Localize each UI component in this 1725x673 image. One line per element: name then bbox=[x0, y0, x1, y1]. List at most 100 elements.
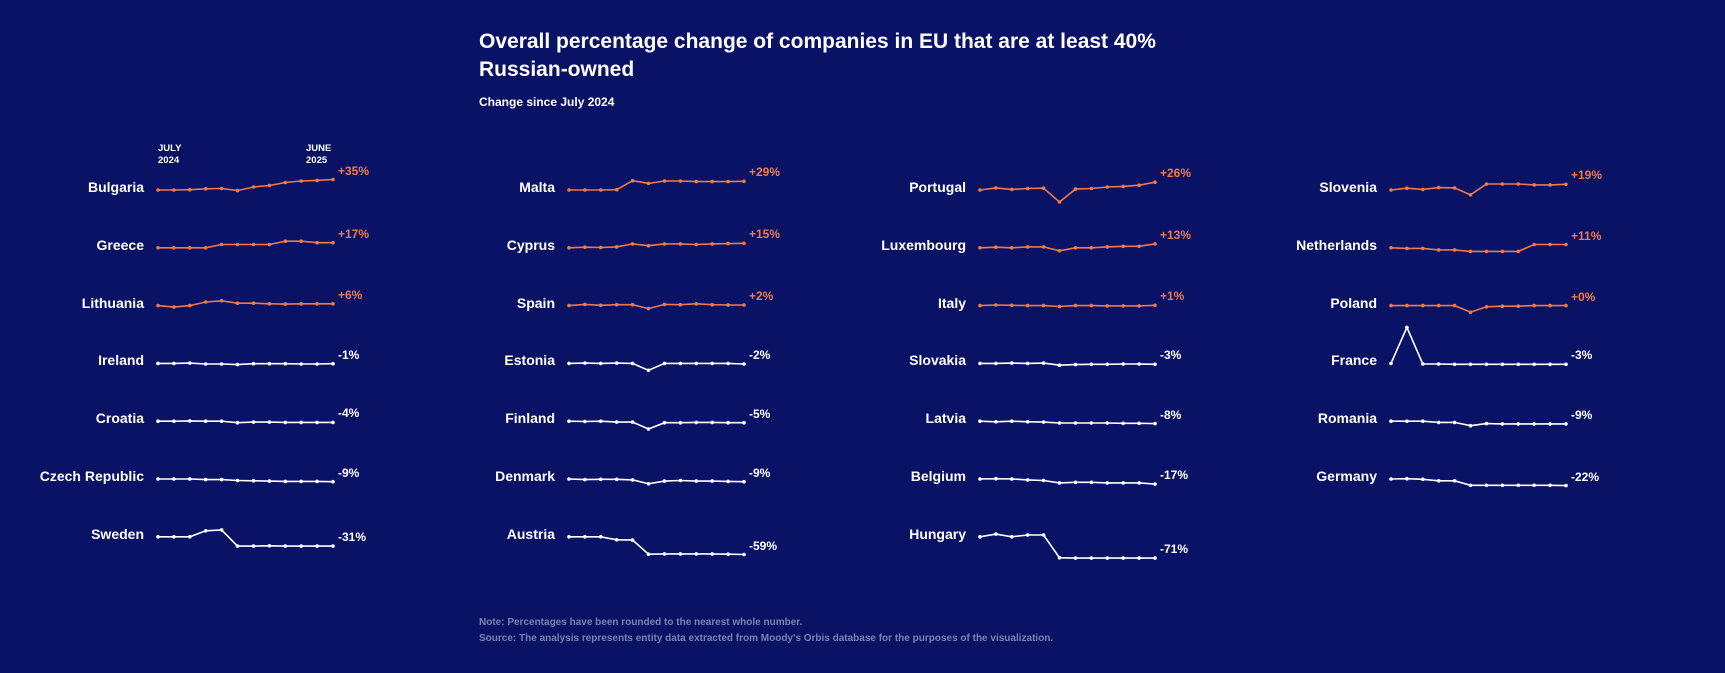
series-line bbox=[568, 302, 744, 310]
data-point bbox=[1468, 423, 1473, 428]
data-point bbox=[1137, 481, 1141, 485]
data-point bbox=[1532, 422, 1536, 426]
sparkline-cyprus bbox=[567, 241, 746, 250]
data-point bbox=[599, 188, 603, 192]
country-label: Malta bbox=[519, 179, 555, 195]
data-point bbox=[1532, 242, 1536, 247]
data-point bbox=[203, 477, 208, 482]
data-point bbox=[646, 482, 651, 486]
data-point bbox=[978, 246, 982, 250]
data-point bbox=[710, 420, 714, 425]
change-label: +19% bbox=[1571, 168, 1603, 183]
change-label: -59% bbox=[749, 538, 778, 553]
data-point bbox=[662, 302, 667, 307]
data-point bbox=[1548, 183, 1552, 187]
data-point bbox=[614, 538, 619, 542]
data-point bbox=[188, 419, 192, 423]
data-point bbox=[583, 535, 587, 539]
series-line bbox=[980, 362, 1156, 367]
country-label: Luxembourg bbox=[881, 236, 966, 253]
data-point bbox=[1137, 304, 1141, 308]
data-point bbox=[1484, 249, 1489, 254]
data-point bbox=[1041, 478, 1046, 483]
data-point bbox=[235, 242, 240, 247]
data-point bbox=[994, 186, 998, 190]
x-axis-start-label: JULY 2024 bbox=[158, 143, 182, 166]
data-point bbox=[994, 476, 998, 481]
change-label: -71% bbox=[1160, 542, 1189, 557]
data-point bbox=[1041, 245, 1046, 249]
data-point bbox=[1548, 362, 1552, 367]
data-point bbox=[203, 419, 208, 424]
data-point bbox=[188, 303, 192, 308]
change-label: -9% bbox=[1571, 407, 1593, 422]
data-point bbox=[726, 420, 730, 425]
data-point bbox=[172, 305, 176, 309]
data-point bbox=[203, 362, 208, 366]
data-point bbox=[1516, 249, 1521, 254]
change-label: -5% bbox=[749, 406, 771, 421]
data-point bbox=[646, 552, 651, 556]
data-point bbox=[978, 188, 982, 192]
chart-title: Overall percentage change of companies i… bbox=[479, 30, 1156, 81]
country-label: Croatia bbox=[95, 410, 144, 427]
data-point bbox=[994, 532, 998, 536]
data-point bbox=[1500, 362, 1505, 367]
data-point bbox=[251, 361, 256, 366]
country-label: France bbox=[1331, 352, 1377, 369]
data-point bbox=[1041, 303, 1046, 308]
country-label: Greece bbox=[96, 236, 144, 253]
data-point bbox=[1500, 483, 1505, 488]
data-point bbox=[188, 477, 192, 481]
data-point bbox=[614, 420, 619, 424]
data-point bbox=[315, 544, 319, 548]
change-label: +29% bbox=[749, 165, 781, 180]
series-line bbox=[979, 243, 1156, 252]
change-label: -4% bbox=[338, 406, 360, 421]
series-line bbox=[979, 477, 1156, 485]
data-point bbox=[1452, 303, 1457, 308]
data-point bbox=[1405, 419, 1409, 424]
data-point bbox=[630, 361, 635, 366]
data-point bbox=[331, 479, 335, 484]
sparkline-luxembourg bbox=[978, 242, 1157, 253]
data-point bbox=[1041, 361, 1046, 365]
sparkline-portugal bbox=[978, 180, 1157, 204]
change-label: +11% bbox=[1571, 228, 1602, 243]
source-note: Source: The analysis represents entity d… bbox=[479, 633, 1054, 644]
data-point bbox=[1121, 362, 1125, 366]
data-point bbox=[994, 245, 998, 249]
data-point bbox=[156, 535, 160, 539]
data-point bbox=[726, 303, 730, 307]
footnote: Note: Percentages have been rounded to t… bbox=[479, 617, 803, 628]
data-point bbox=[251, 479, 256, 483]
data-point bbox=[646, 427, 651, 431]
data-point bbox=[1484, 362, 1489, 367]
data-point bbox=[1089, 556, 1094, 560]
data-point bbox=[1452, 479, 1457, 483]
sparkline-latvia bbox=[978, 419, 1157, 426]
country-label: Slovenia bbox=[1319, 179, 1377, 195]
data-point bbox=[156, 419, 160, 424]
data-point bbox=[315, 479, 319, 484]
data-point bbox=[567, 535, 571, 539]
data-point bbox=[1137, 244, 1141, 249]
country-label: Belgium bbox=[910, 468, 966, 484]
data-point bbox=[567, 477, 571, 481]
data-point bbox=[710, 361, 714, 366]
country-label: Austria bbox=[506, 525, 555, 542]
change-label: -1% bbox=[338, 347, 360, 362]
data-point bbox=[251, 301, 256, 306]
data-point bbox=[630, 478, 635, 482]
data-point bbox=[203, 300, 208, 304]
data-point bbox=[331, 361, 335, 366]
data-point bbox=[1105, 362, 1110, 367]
data-point bbox=[1105, 421, 1110, 425]
change-label: +6% bbox=[338, 287, 363, 302]
data-point bbox=[978, 477, 982, 481]
data-point bbox=[694, 242, 699, 247]
data-point bbox=[299, 239, 304, 243]
data-point bbox=[172, 535, 176, 539]
data-point bbox=[662, 242, 667, 246]
change-label: +0% bbox=[1571, 289, 1596, 304]
